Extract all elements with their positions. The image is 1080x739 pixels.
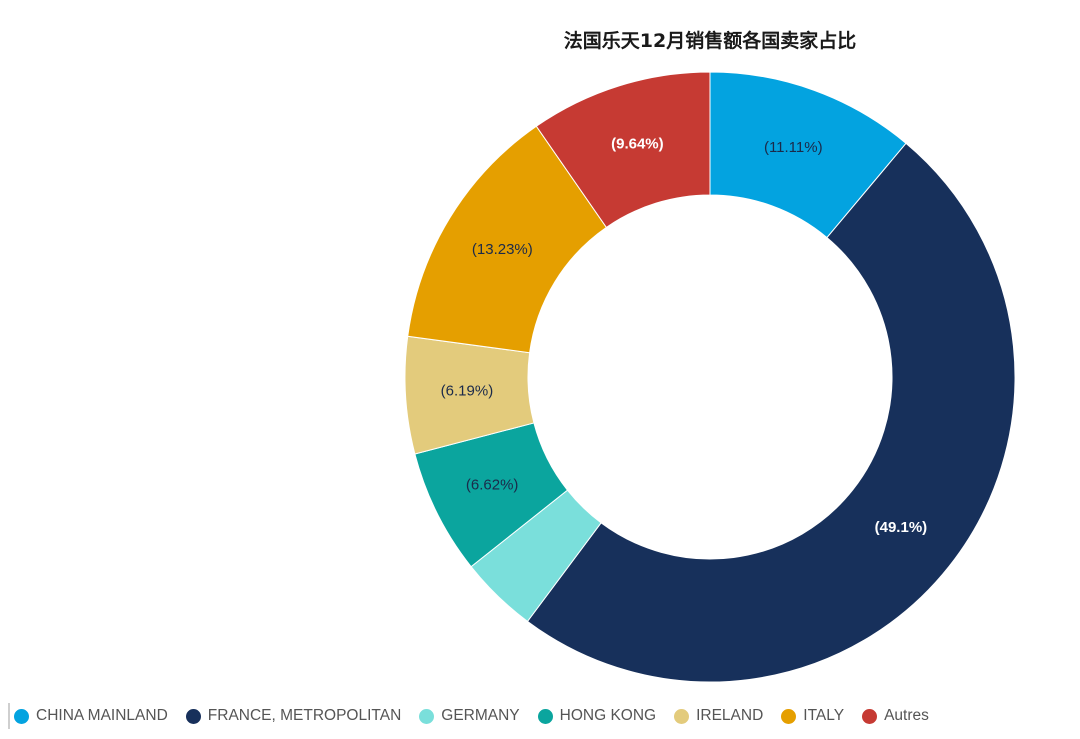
- legend-dot-icon: [419, 708, 435, 724]
- legend-dot-icon: [537, 708, 553, 724]
- legend-label: FRANCE, METROPOLITAN: [207, 707, 402, 724]
- slice-label: (49.1%): [875, 519, 928, 536]
- legend-dot-icon: [185, 708, 201, 724]
- slice-label: (13.23%): [472, 241, 533, 258]
- legend-dot-icon: [14, 708, 29, 724]
- legend-item[interactable]: Autres: [862, 707, 929, 725]
- chart-title: 法国乐天12月销售额各国卖家占比: [563, 30, 857, 52]
- legend-label: IRELAND: [696, 707, 764, 724]
- slice-label: (9.64%): [611, 136, 664, 153]
- slice-label: (11.11%): [764, 139, 823, 156]
- legend-label: GERMANY: [441, 707, 520, 724]
- slice-autres[interactable]: [535, 71, 711, 229]
- legend-dot-icon: [674, 708, 690, 724]
- legend-label: Autres: [884, 707, 929, 724]
- legend-label: HONG KONG: [559, 707, 657, 724]
- slice-label: (6.19%): [441, 383, 494, 400]
- donut-chart: (11.11%) (49.1%) (6.62%) (6.19%) (13.23%) (9.…: [404, 71, 1016, 683]
- legend-dot-icon: [781, 708, 797, 724]
- legend-dot-icon: [862, 708, 878, 724]
- legend-label: ITALY: [803, 707, 845, 724]
- slice-france-metropolitan[interactable]: [526, 142, 1016, 683]
- legend-item[interactable]: HONG KONG: [537, 707, 657, 725]
- legend-item[interactable]: ITALY: [781, 707, 844, 725]
- legend-item[interactable]: GERMANY: [419, 707, 520, 725]
- slice-label: (6.62%): [466, 477, 519, 494]
- legend-item[interactable]: IRELAND: [674, 707, 763, 725]
- legend-item[interactable]: CHINA MAINLAND: [14, 707, 168, 725]
- legend-label: CHINA MAINLAND: [36, 707, 168, 724]
- legend: CHINA MAINLAND FRANCE, METROPOLITAN GERMAN…: [8, 703, 929, 729]
- legend-item[interactable]: FRANCE, METROPOLITAN: [185, 707, 402, 725]
